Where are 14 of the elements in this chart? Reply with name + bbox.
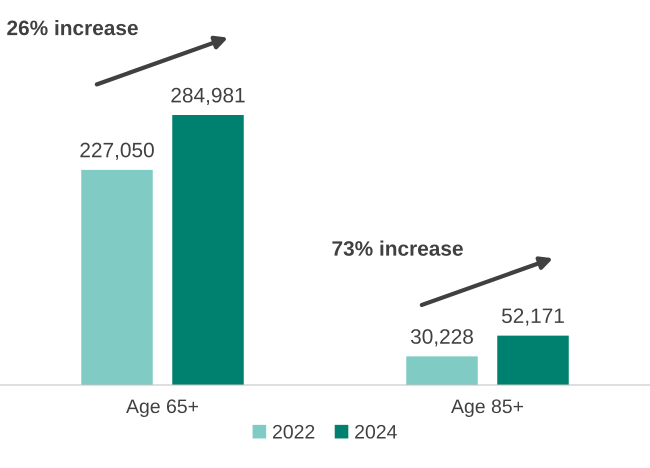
annotation: 73% increase [332, 240, 463, 256]
data-label: 30,228 [410, 329, 473, 346]
bar [81, 170, 153, 385]
data-label: 52,171 [502, 308, 564, 326]
text: 26% increase [7, 20, 138, 36]
legend-label: 2022 [273, 424, 314, 439]
x-tick-label: Age 85+ [451, 399, 524, 418]
data-label: 284,981 [171, 88, 245, 106]
bar [406, 356, 478, 385]
x-tick-label: Age 65+ [126, 399, 198, 418]
bar [497, 336, 569, 385]
bar [172, 115, 244, 385]
data-label: 227,050 [80, 142, 154, 160]
legend-label: 2024 [355, 424, 397, 439]
